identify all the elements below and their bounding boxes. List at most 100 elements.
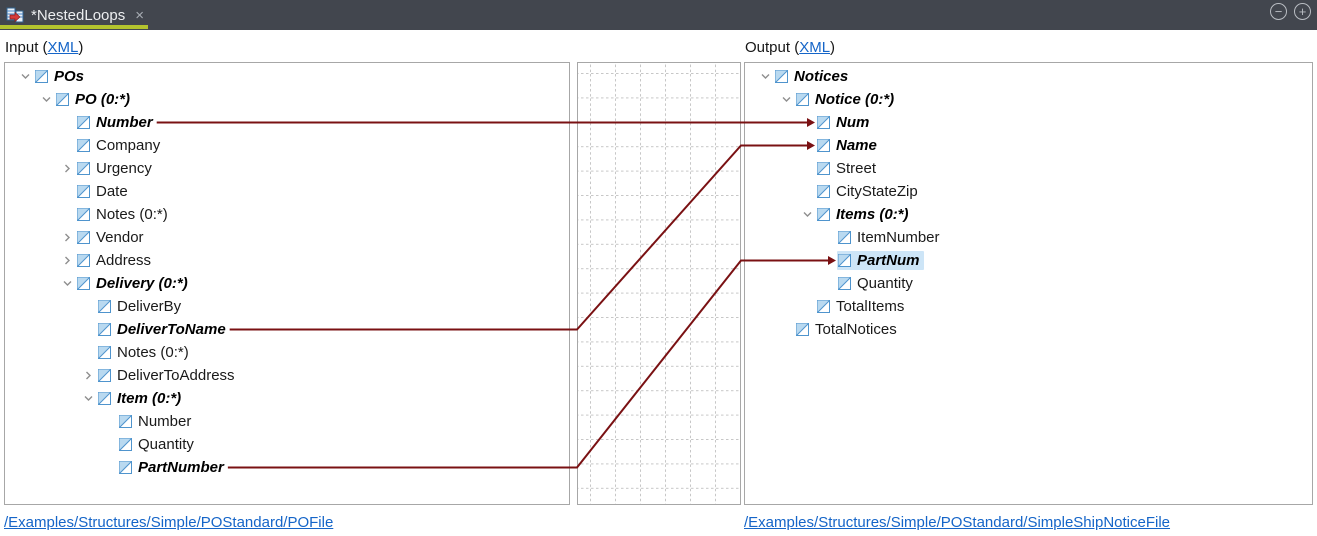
selected-tree-node[interactable]: PartNum xyxy=(837,251,924,270)
chevron-spacer xyxy=(80,346,97,360)
tree-node[interactable]: PO (0:*) xyxy=(55,90,134,109)
tree-row[interactable]: DeliverToName xyxy=(5,318,569,341)
tree-node[interactable]: Company xyxy=(76,136,164,155)
tree-node[interactable]: Vendor xyxy=(76,228,148,247)
xml-element-icon xyxy=(77,208,90,221)
chevron-down-icon[interactable] xyxy=(757,70,774,84)
xml-element-icon xyxy=(817,139,830,152)
tree-node[interactable]: Item (0:*) xyxy=(97,389,185,408)
tree-row[interactable]: Quantity xyxy=(5,433,569,456)
tab-close-icon[interactable]: × xyxy=(135,6,144,24)
chevron-down-icon[interactable] xyxy=(38,93,55,107)
tree-row[interactable]: PO (0:*) xyxy=(5,88,569,111)
tree-node[interactable]: Notes (0:*) xyxy=(76,205,172,224)
canvas-grid xyxy=(578,63,740,504)
input-file-link[interactable]: /Examples/Structures/Simple/POStandard/P… xyxy=(4,514,334,531)
tree-node[interactable]: Street xyxy=(816,159,880,178)
tree-row[interactable]: DeliverBy xyxy=(5,295,569,318)
tree-node[interactable]: TotalItems xyxy=(816,297,908,316)
chevron-right-icon[interactable] xyxy=(59,254,76,268)
chevron-down-icon[interactable] xyxy=(80,392,97,406)
tree-node[interactable]: Notes (0:*) xyxy=(97,343,193,362)
tree-node[interactable]: CityStateZip xyxy=(816,182,922,201)
tree-node[interactable]: Num xyxy=(816,113,873,132)
tree-row[interactable]: CityStateZip xyxy=(745,180,1312,203)
tree-row[interactable]: Urgency xyxy=(5,157,569,180)
tree-node[interactable]: Quantity xyxy=(837,274,917,293)
tree-node[interactable]: Items (0:*) xyxy=(816,205,913,224)
tree-node[interactable]: Notice (0:*) xyxy=(795,90,898,109)
tree-node[interactable]: TotalNotices xyxy=(795,320,901,339)
tree-row[interactable]: Vendor xyxy=(5,226,569,249)
tree-row[interactable]: Notices xyxy=(745,65,1312,88)
tree-row[interactable]: Number xyxy=(5,410,569,433)
chevron-down-icon[interactable] xyxy=(778,93,795,107)
chevron-down-icon[interactable] xyxy=(17,70,34,84)
active-tab-underline xyxy=(0,25,148,29)
tree-row[interactable]: PartNumber xyxy=(5,456,569,479)
tree-row[interactable]: TotalNotices xyxy=(745,318,1312,341)
chevron-spacer xyxy=(778,323,795,337)
tree-row[interactable]: Num xyxy=(745,111,1312,134)
tree-node[interactable]: DeliverToAddress xyxy=(97,366,239,385)
tree-node[interactable]: PartNumber xyxy=(118,458,228,477)
output-file-link[interactable]: /Examples/Structures/Simple/POStandard/S… xyxy=(744,514,1171,531)
chevron-right-icon[interactable] xyxy=(80,369,97,383)
tree-row[interactable]: Street xyxy=(745,157,1312,180)
tree-node[interactable]: ItemNumber xyxy=(837,228,944,247)
tree-row[interactable]: Company xyxy=(5,134,569,157)
tree-row[interactable]: TotalItems xyxy=(745,295,1312,318)
tab-nestedloops[interactable]: *NestedLoops × xyxy=(0,0,148,30)
tree-node[interactable]: Number xyxy=(76,113,157,132)
tree-row[interactable]: Items (0:*) xyxy=(745,203,1312,226)
tree-item-label: DeliverBy xyxy=(117,298,182,315)
input-xml-link[interactable]: XML xyxy=(47,39,79,56)
xml-element-icon xyxy=(98,300,111,313)
tree-node[interactable]: Notices xyxy=(774,67,852,86)
chevron-spacer xyxy=(799,162,816,176)
tree-node[interactable]: Quantity xyxy=(118,435,198,454)
tree-node[interactable]: DeliverToName xyxy=(97,320,230,339)
tree-row[interactable]: ItemNumber xyxy=(745,226,1312,249)
mapping-document-icon xyxy=(6,7,24,24)
tree-item-label: Quantity xyxy=(138,436,194,453)
tree-row[interactable]: DeliverToAddress xyxy=(5,364,569,387)
tree-node[interactable]: Number xyxy=(118,412,195,431)
tree-row[interactable]: Address xyxy=(5,249,569,272)
tree-node[interactable]: Address xyxy=(76,251,155,270)
tree-row[interactable]: Notes (0:*) xyxy=(5,341,569,364)
tree-row[interactable]: Notice (0:*) xyxy=(745,88,1312,111)
tree-row[interactable]: Number xyxy=(5,111,569,134)
chevron-right-icon[interactable] xyxy=(59,231,76,245)
connection-line[interactable] xyxy=(227,259,828,469)
tree-row[interactable]: Notes (0:*) xyxy=(5,203,569,226)
tree-node[interactable]: Name xyxy=(816,136,881,155)
chevron-down-icon[interactable] xyxy=(799,208,816,222)
tree-node[interactable]: Date xyxy=(76,182,132,201)
tree-node[interactable]: Urgency xyxy=(76,159,156,178)
tree-row[interactable]: Name xyxy=(745,134,1312,157)
tree-node[interactable]: DeliverBy xyxy=(97,297,185,316)
chevron-right-icon[interactable] xyxy=(59,162,76,176)
mapping-canvas[interactable] xyxy=(577,62,741,505)
tree-node[interactable]: Delivery (0:*) xyxy=(76,274,192,293)
collapse-all-button[interactable]: − xyxy=(1270,3,1287,20)
chevron-down-icon[interactable] xyxy=(59,277,76,291)
tree-row[interactable]: POs xyxy=(5,65,569,88)
chevron-spacer xyxy=(101,438,118,452)
tree-item-label: ItemNumber xyxy=(857,229,940,246)
output-xml-link[interactable]: XML xyxy=(799,39,831,56)
input-header-suffix: ) xyxy=(78,39,84,56)
tree-node[interactable]: POs xyxy=(34,67,88,86)
connection-line[interactable] xyxy=(229,144,807,331)
tree-row[interactable]: Delivery (0:*) xyxy=(5,272,569,295)
tree-row[interactable]: Quantity xyxy=(745,272,1312,295)
tree-row[interactable]: Date xyxy=(5,180,569,203)
expand-all-button[interactable]: + xyxy=(1294,3,1311,20)
tree-row[interactable]: PartNum xyxy=(745,249,1312,272)
xml-element-icon xyxy=(838,277,851,290)
tree-item-label: Num xyxy=(836,114,870,131)
tree-item-label: Name xyxy=(836,137,877,154)
xml-element-icon xyxy=(796,93,809,106)
tree-row[interactable]: Item (0:*) xyxy=(5,387,569,410)
